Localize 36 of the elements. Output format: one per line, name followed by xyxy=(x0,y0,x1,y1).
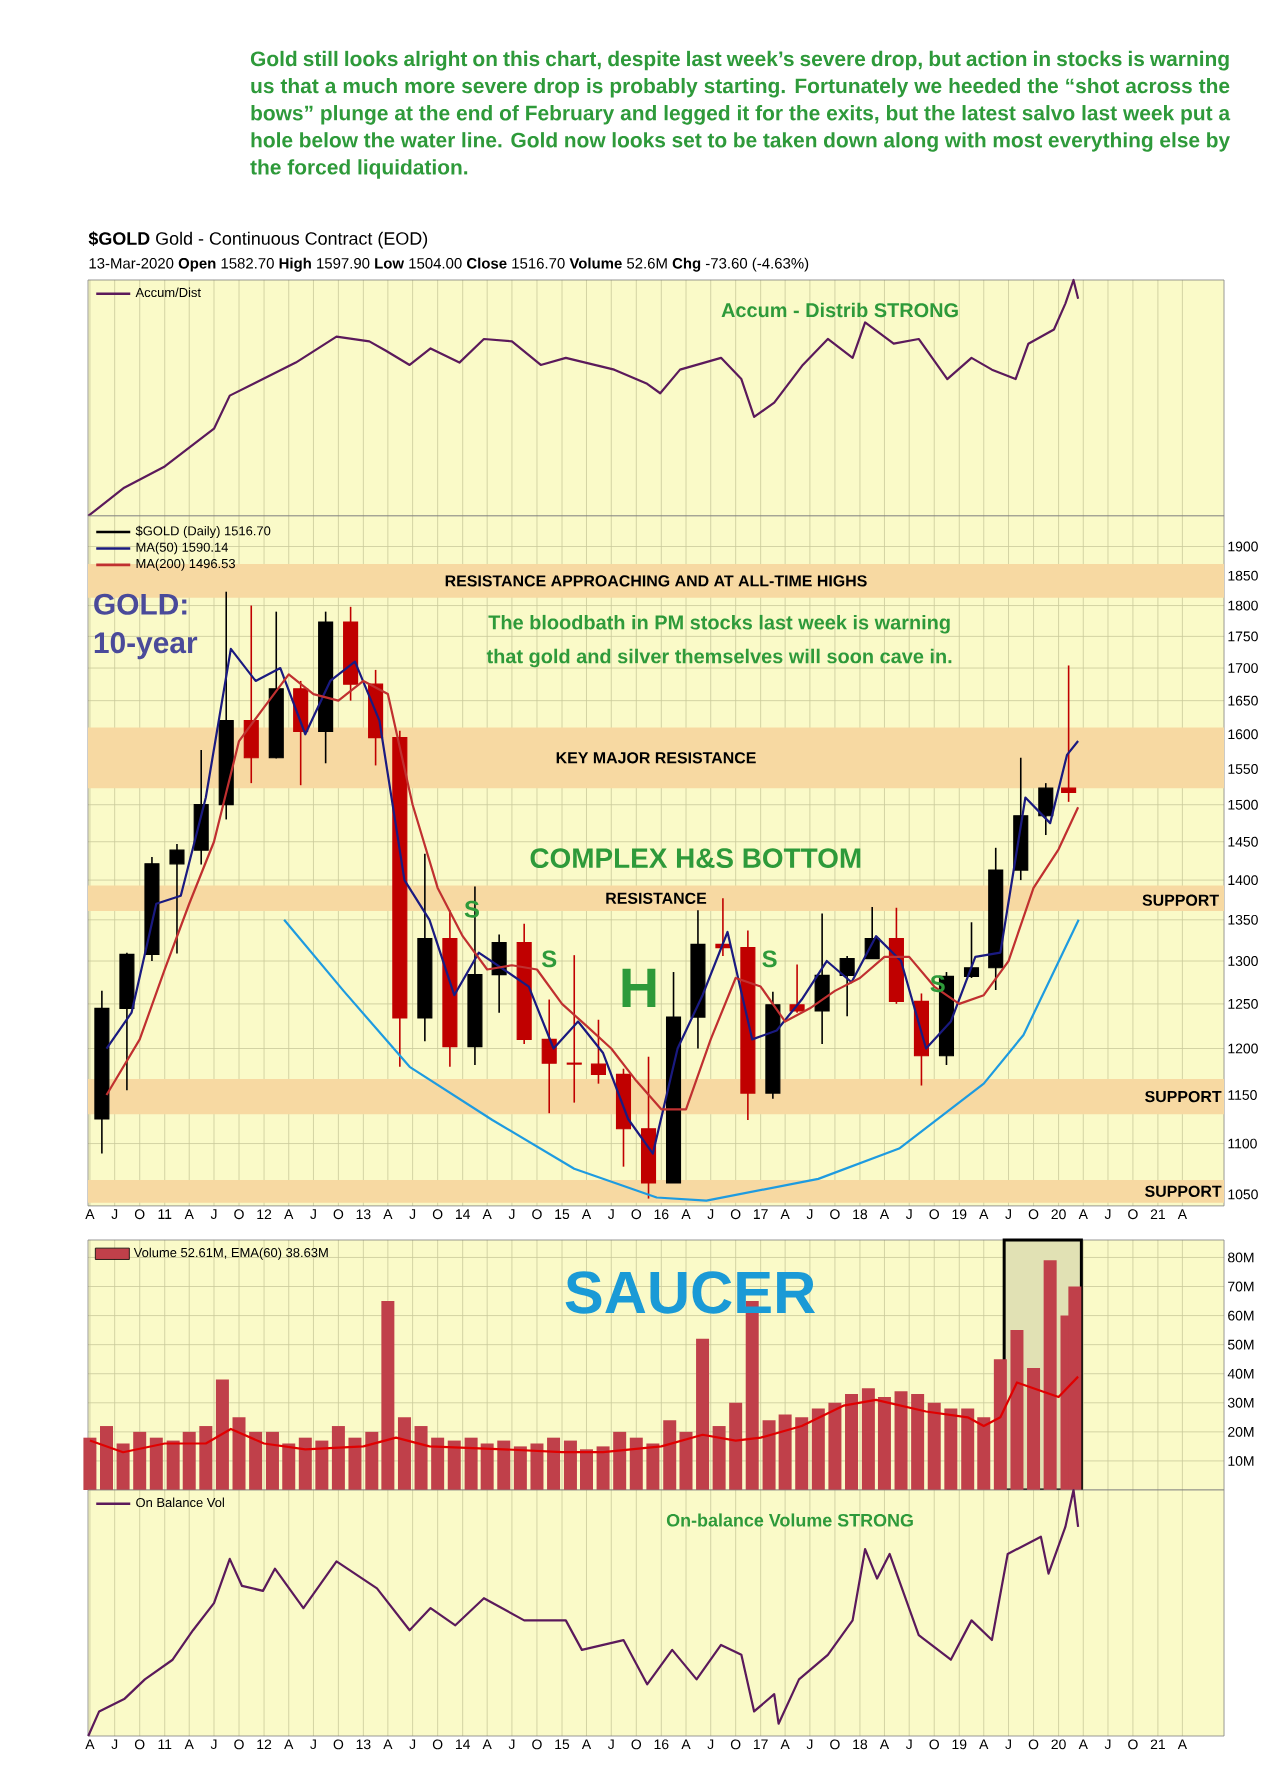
bar xyxy=(1027,1367,1041,1490)
line-series xyxy=(283,918,1080,1202)
annotation: H xyxy=(622,968,656,1008)
candlestick xyxy=(1061,664,1077,803)
annotation: that gold and silver themselves will soon cave in. xyxy=(486,648,952,668)
annotation: S xyxy=(762,950,777,968)
text: Gold still looks alright on this chart, despite last week’s severe drop, but action in stocks is warning us that a much more severe drop is probably starting. Fortunately we heeded the “shot across the bows” plunge at the end of February and legged it for the exits, but the latest salvo last week put a hole below the water line. Gold now looks set to be taken down along with most everything else by the forced liquidation. xyxy=(250,50,1231,179)
bar xyxy=(397,1417,411,1490)
annotation: 10-year xyxy=(94,632,198,660)
annotation: S xyxy=(541,950,557,968)
annotation: Accum - Distrib STRONG xyxy=(721,302,958,318)
bar xyxy=(215,1379,229,1490)
bar xyxy=(547,1437,561,1490)
annotation: GOLD: xyxy=(94,593,187,615)
annotation: S xyxy=(930,975,945,993)
candlestick xyxy=(566,954,582,1104)
annotation: The bloodbath in PM stocks last week is warning xyxy=(488,614,950,634)
candlestick xyxy=(814,912,830,1045)
bar xyxy=(100,1426,114,1490)
bar xyxy=(663,1420,677,1490)
bar xyxy=(1068,1286,1082,1490)
candlestick xyxy=(590,1018,607,1085)
candlestick xyxy=(243,604,259,784)
bar xyxy=(845,1394,859,1490)
candlestick xyxy=(169,843,185,955)
bar xyxy=(447,1440,461,1490)
candlestick xyxy=(1038,782,1054,836)
annotation: COMPLEX H&S BOTTOM xyxy=(530,848,861,869)
bar xyxy=(149,1437,163,1490)
line-series xyxy=(88,1375,1080,1454)
candlestick xyxy=(541,998,557,1114)
annotation: SAUCER xyxy=(565,1271,816,1314)
chart-title: $GOLD Gold - Continuous Contract (EOD) xyxy=(88,231,428,249)
candlestick xyxy=(839,955,855,1017)
bar xyxy=(83,1437,97,1490)
annotation: On-balance Volume STRONG xyxy=(666,1513,913,1527)
